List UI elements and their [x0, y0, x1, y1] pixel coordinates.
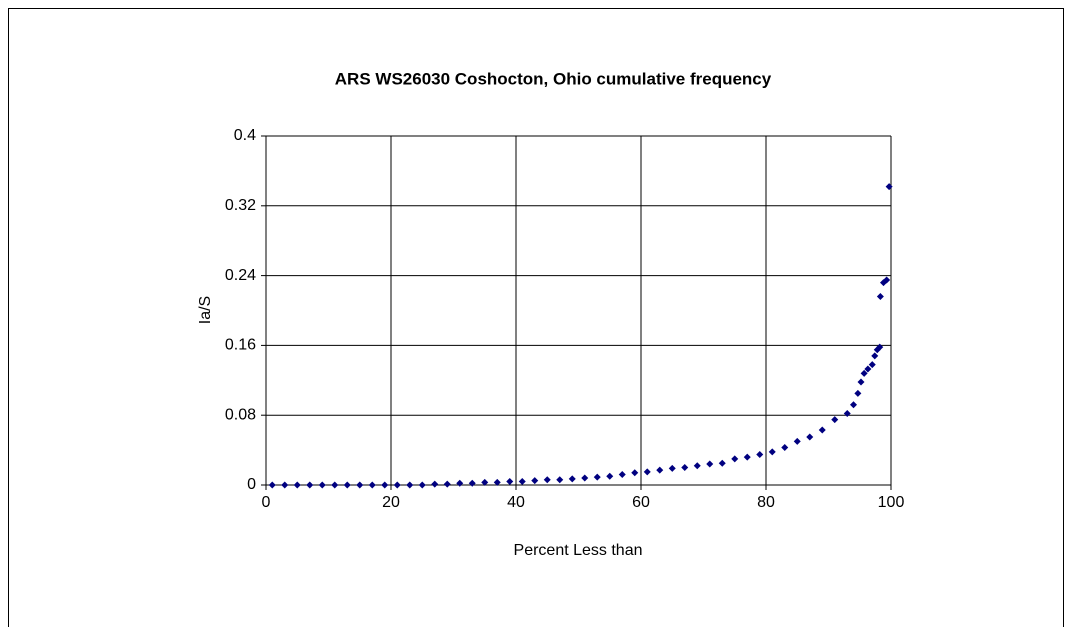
point — [656, 466, 664, 474]
point — [857, 378, 865, 386]
point — [356, 481, 364, 489]
x-tick-label: 40 — [507, 494, 525, 511]
point — [793, 437, 801, 445]
point — [681, 464, 689, 472]
point — [531, 477, 539, 485]
point — [718, 459, 726, 467]
point — [568, 475, 576, 483]
x-tick-label: 80 — [757, 494, 775, 511]
point — [756, 450, 764, 458]
point — [668, 464, 676, 472]
y-tick-label: 0 — [247, 476, 256, 493]
point — [831, 416, 839, 424]
point — [393, 481, 401, 489]
point — [381, 481, 389, 489]
point — [883, 276, 891, 284]
point — [518, 478, 526, 486]
x-tick-label: 0 — [262, 494, 271, 511]
point — [556, 476, 564, 484]
point — [806, 433, 814, 441]
point — [706, 460, 714, 468]
x-tick-label: 100 — [878, 494, 905, 511]
y-tick-label: 0.4 — [234, 127, 256, 144]
point — [331, 481, 339, 489]
point — [885, 183, 893, 191]
point — [768, 448, 776, 456]
chart-border — [8, 8, 1064, 627]
point — [281, 481, 289, 489]
point — [731, 455, 739, 463]
point — [818, 426, 826, 434]
point — [443, 480, 451, 488]
point — [631, 469, 639, 477]
point — [418, 481, 426, 489]
point — [493, 478, 501, 486]
point — [293, 481, 301, 489]
y-axis-label: Ia/S — [197, 296, 214, 324]
point — [868, 361, 876, 369]
point — [693, 462, 701, 470]
y-tick-label: 0.08 — [225, 406, 256, 423]
y-tick-label: 0.16 — [225, 337, 256, 354]
x-tick-label: 20 — [382, 494, 400, 511]
point — [854, 389, 862, 397]
point — [306, 481, 314, 489]
chart-title: ARS WS26030 Coshocton, Ohio cumulative f… — [335, 69, 772, 88]
point — [850, 401, 857, 409]
y-tick-label: 0.24 — [225, 267, 256, 284]
point — [268, 481, 276, 489]
point — [843, 409, 851, 417]
point — [743, 453, 751, 461]
point — [318, 481, 326, 489]
point — [543, 476, 551, 484]
point — [643, 468, 651, 476]
point — [481, 478, 489, 486]
point — [368, 481, 376, 489]
point — [876, 343, 884, 351]
point — [456, 479, 464, 487]
point — [860, 369, 868, 377]
point — [431, 480, 439, 488]
x-tick-label: 60 — [632, 494, 650, 511]
point — [618, 471, 626, 479]
point — [468, 479, 476, 487]
point — [781, 443, 789, 451]
point — [864, 365, 872, 373]
y-tick-label: 0.32 — [225, 197, 256, 214]
point — [581, 474, 589, 482]
point — [593, 473, 601, 481]
point — [406, 481, 414, 489]
point — [606, 472, 614, 480]
point — [343, 481, 351, 489]
point — [871, 352, 879, 360]
x-axis-label: Percent Less than — [514, 542, 643, 559]
point — [506, 478, 514, 486]
point — [876, 293, 884, 301]
